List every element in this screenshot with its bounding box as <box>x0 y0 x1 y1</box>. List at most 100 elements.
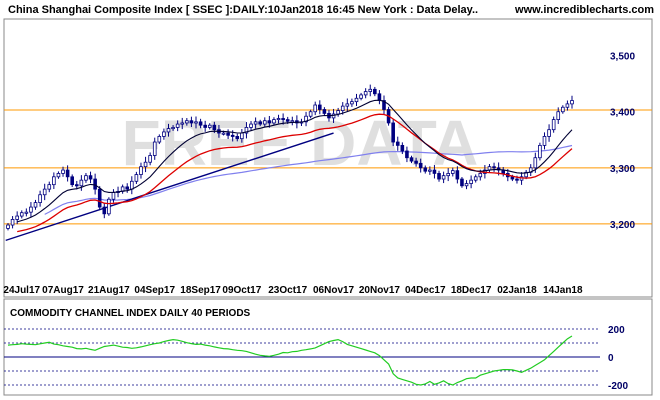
price-bar-body-8 <box>42 188 47 196</box>
price-bar-body-121 <box>561 106 565 113</box>
date-tick-label-7: 06Nov17 <box>313 285 355 296</box>
price-bar-92 <box>428 166 432 175</box>
date-tick-label-4: 18Sep17 <box>180 285 221 296</box>
price-bar-body-1 <box>10 219 15 226</box>
price-bar-body-23 <box>111 192 116 200</box>
price-bar-body-51 <box>240 132 244 140</box>
price-bar-121 <box>561 105 565 114</box>
price-bar-body-6 <box>33 202 38 208</box>
date-tick-label-9: 04Dec17 <box>405 285 446 296</box>
price-bar-96 <box>446 168 450 182</box>
price-bar-84 <box>391 118 395 147</box>
price-bar-101 <box>469 175 473 189</box>
price-bar-87 <box>405 146 409 163</box>
site-label: www.incrediblecharts.com <box>514 4 654 16</box>
price-bar-78 <box>363 88 368 99</box>
indicator-title: COMMODITY CHANNEL INDEX DAILY 40 PERIODS <box>10 308 251 319</box>
price-bar-body-45 <box>212 124 217 131</box>
trendline-segment <box>5 132 334 242</box>
price-bar-body-20 <box>97 188 102 208</box>
price-bar-99 <box>460 177 464 188</box>
price-bar-54 <box>253 117 258 129</box>
price-bar-body-79 <box>368 88 373 92</box>
price-bar-body-53 <box>249 123 253 128</box>
price-bar-body-117 <box>542 136 547 146</box>
price-bar-body-28 <box>134 174 139 182</box>
price-bar-43 <box>203 120 207 132</box>
price-bar-body-22 <box>107 198 111 215</box>
price-level-lines <box>4 109 652 225</box>
price-bar-body-56 <box>262 120 267 125</box>
price-bar-body-76 <box>354 97 359 103</box>
price-bar-30 <box>143 156 148 173</box>
price-bar-44 <box>207 123 212 130</box>
price-bar-body-85 <box>395 141 400 146</box>
indicator-panel-frame <box>3 298 653 396</box>
price-bar-body-96 <box>446 173 450 177</box>
price-bar-91 <box>423 165 428 174</box>
price-bar-body-59 <box>276 118 281 121</box>
price-bar-body-42 <box>198 121 203 126</box>
price-bar-body-92 <box>428 169 432 172</box>
price-bar-9 <box>47 181 52 193</box>
price-bar-body-119 <box>551 119 556 131</box>
price-bar-body-57 <box>267 120 272 124</box>
price-bar-59 <box>276 114 281 124</box>
price-tick-label-3: 3,500 <box>610 52 635 63</box>
price-bar-body-17 <box>84 175 88 181</box>
price-bar-34 <box>162 128 166 140</box>
price-bar-28 <box>134 171 139 184</box>
price-bar-40 <box>189 116 194 127</box>
price-bar-body-95 <box>441 175 446 180</box>
price-bar-body-31 <box>148 155 152 163</box>
price-bar-body-101 <box>469 179 473 184</box>
price-bar-89 <box>414 157 418 167</box>
price-bar-82 <box>382 95 386 115</box>
price-bar-77 <box>359 92 363 101</box>
price-bar-body-50 <box>235 136 240 140</box>
price-bar-body-40 <box>189 120 194 124</box>
price-bar-118 <box>547 124 551 142</box>
price-bar-19 <box>93 173 97 195</box>
price-bar-32 <box>152 137 157 160</box>
price-bar-body-9 <box>47 184 52 190</box>
price-bar-body-3 <box>19 212 24 217</box>
price-bar-33 <box>157 134 162 145</box>
price-bar-body-123 <box>570 100 574 105</box>
main-panel-frame <box>3 18 653 298</box>
price-bar-body-91 <box>423 167 428 172</box>
price-bar-31 <box>148 152 152 166</box>
price-bar-body-78 <box>363 91 368 96</box>
price-bar-97 <box>450 167 455 177</box>
price-bar-body-120 <box>556 111 561 120</box>
price-bar-3 <box>19 210 24 219</box>
price-bar-body-67 <box>313 104 318 113</box>
price-bar-35 <box>166 123 171 137</box>
price-bar-body-66 <box>308 111 313 117</box>
price-bar-41 <box>194 116 198 129</box>
price-bar-body-47 <box>221 132 226 135</box>
date-tick-label-8: 20Nov17 <box>359 285 401 296</box>
price-bar-36 <box>171 125 175 131</box>
price-bar-17 <box>84 172 88 183</box>
price-bar-body-62 <box>290 120 295 123</box>
price-bar-body-84 <box>391 122 395 143</box>
date-tick-label-5: 09Oct17 <box>222 285 261 296</box>
price-bar-12 <box>61 166 65 177</box>
price-bar-body-10 <box>52 176 56 186</box>
price-axis: 3,200 3,300 3,400 3,500 <box>610 52 635 231</box>
price-bar-body-65 <box>304 115 308 123</box>
price-bar-body-15 <box>74 184 79 187</box>
price-bar-body-21 <box>102 206 107 215</box>
price-bar-body-110 <box>510 176 515 180</box>
price-bar-body-80 <box>373 88 377 95</box>
date-tick-label-10: 18Dec17 <box>451 285 492 296</box>
price-bar-body-38 <box>180 122 185 125</box>
price-bar-56 <box>262 117 267 128</box>
price-bar-10 <box>52 172 56 190</box>
price-bar-6 <box>33 199 38 210</box>
price-bar-body-44 <box>207 124 212 128</box>
price-bar-37 <box>175 120 180 132</box>
date-axis: 24Jul17 07Aug17 21Aug17 04Sep17 18Sep17 09Oct… <box>3 285 583 296</box>
price-bar-116 <box>538 142 542 161</box>
